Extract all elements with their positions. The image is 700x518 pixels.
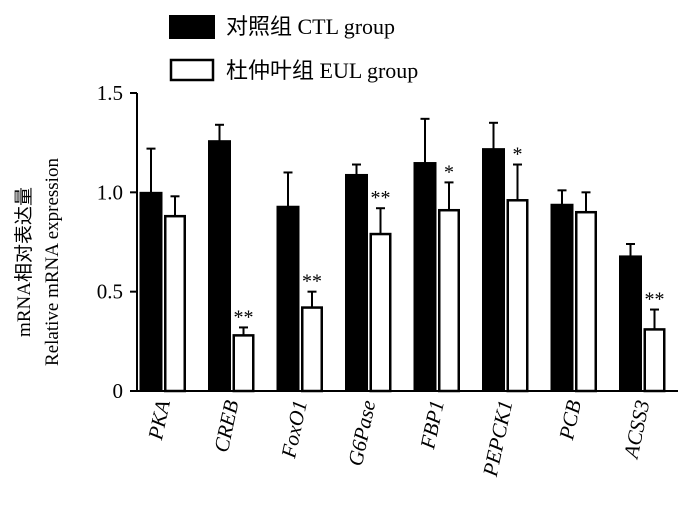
bar <box>301 306 323 393</box>
x-tick-label: PCB <box>554 398 586 443</box>
x-tick-label: FBP1 <box>415 398 449 452</box>
legend-swatch-ctl <box>169 15 215 39</box>
legend-swatch-eul <box>169 58 215 82</box>
x-axis: PKA CREB FoxO1 G6Pase FBP1 PEPCK1 PCB ACSS3 <box>137 390 678 479</box>
y-axis-title-cn: mRNA相对表达量 <box>13 187 35 337</box>
y-axis-title-en: Relative mRNA expression <box>42 158 63 366</box>
y-tick-label: 0 <box>113 379 124 403</box>
x-tick-label: PKA <box>143 398 175 443</box>
significance-label: ** <box>645 289 665 311</box>
bar <box>506 199 529 393</box>
x-tick-label: FoxO1 <box>276 398 312 461</box>
legend: 对照组 CTL group 杜仲叶组 EUL group <box>169 14 418 83</box>
bar <box>413 162 437 392</box>
legend-label-ctl: 对照组 CTL group <box>226 14 395 39</box>
x-tick-label: G6Pase <box>343 398 380 468</box>
significance-label: * <box>513 144 523 166</box>
bar <box>139 191 163 392</box>
legend-label-eul: 杜仲叶组 EUL group <box>226 58 418 83</box>
y-tick-label: 0.5 <box>97 280 123 304</box>
x-tick-label: PEPCK1 <box>478 398 518 479</box>
significance-label: ** <box>371 187 391 209</box>
y-axis-title: mRNA相对表达量 Relative mRNA expression <box>13 158 63 366</box>
bar <box>438 208 460 393</box>
bars: ********** <box>139 117 666 393</box>
x-tick-label: ACSS3 <box>618 398 654 462</box>
bar <box>619 255 642 392</box>
bar <box>164 214 186 393</box>
bar <box>369 232 392 393</box>
y-tick-label: 1.0 <box>97 180 123 204</box>
bar <box>208 140 231 392</box>
significance-label: ** <box>302 271 322 293</box>
y-tick-label: 1.5 <box>97 81 123 105</box>
x-tick-label: CREB <box>209 398 243 455</box>
bar <box>276 205 300 392</box>
bar <box>232 334 255 393</box>
bar <box>345 173 368 392</box>
significance-label: * <box>444 161 454 183</box>
y-axis: 0 0.5 1.0 1.5 <box>97 81 138 403</box>
bar <box>575 210 597 393</box>
bar <box>643 328 666 393</box>
significance-label: ** <box>234 306 254 328</box>
bar <box>550 203 574 392</box>
bar <box>482 148 505 392</box>
